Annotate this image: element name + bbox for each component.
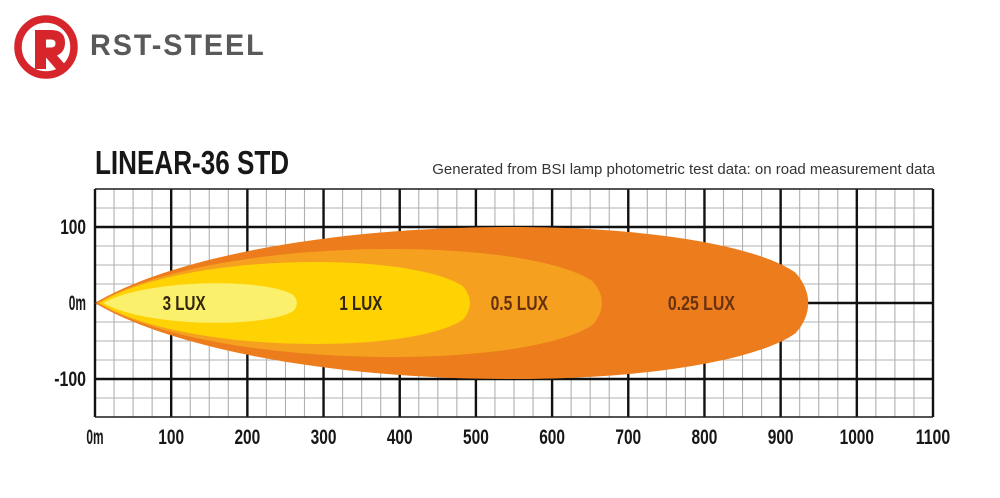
x-tick-label-1100: 1100 bbox=[916, 426, 950, 449]
x-tick-label-300: 300 bbox=[311, 426, 337, 449]
beam-region-label-0.5-lux: 0.5 LUX bbox=[491, 293, 549, 315]
beam-region-label-0.25-lux: 0.25 LUX bbox=[668, 293, 736, 315]
x-tick-label-100: 100 bbox=[158, 426, 184, 449]
logo-r-icon bbox=[35, 30, 69, 69]
x-tick-label-800: 800 bbox=[692, 426, 718, 449]
rst-steel-logo bbox=[14, 15, 78, 79]
x-tick-label-700: 700 bbox=[615, 426, 641, 449]
chart-subtitle: Generated from BSI lamp photometric test… bbox=[432, 161, 935, 178]
x-tick-label-0: 0m bbox=[86, 426, 103, 449]
beam-pattern-chart-svg: 0.25 LUX 0.5 LUX 1 LUX 3 LUX 0m 100 200 300 400 5… bbox=[54, 188, 950, 449]
beam-region-label-1-lux: 1 LUX bbox=[339, 293, 382, 315]
beam-region-label-3-lux: 3 LUX bbox=[163, 293, 206, 315]
y-tick-label-0: 0m bbox=[69, 292, 86, 315]
y-tick-label-100: 100 bbox=[60, 216, 86, 239]
brand-header: RST-STEEL bbox=[12, 10, 273, 82]
x-tick-label-500: 500 bbox=[463, 426, 489, 449]
x-tick-label-400: 400 bbox=[387, 426, 413, 449]
x-tick-label-1000: 1000 bbox=[840, 426, 874, 449]
x-tick-label-900: 900 bbox=[768, 426, 794, 449]
x-tick-label-600: 600 bbox=[539, 426, 565, 449]
beam-pattern-chart: 0.25 LUX 0.5 LUX 1 LUX 3 LUX 0m 100 200 300 400 5… bbox=[0, 186, 1000, 476]
page-title: LINEAR-36 STD bbox=[95, 144, 290, 181]
brand-name: RST-STEEL bbox=[90, 29, 266, 62]
y-tick-label--100: -100 bbox=[54, 368, 86, 391]
beam-region-3-lux bbox=[103, 283, 297, 323]
x-tick-label-200: 200 bbox=[234, 426, 260, 449]
